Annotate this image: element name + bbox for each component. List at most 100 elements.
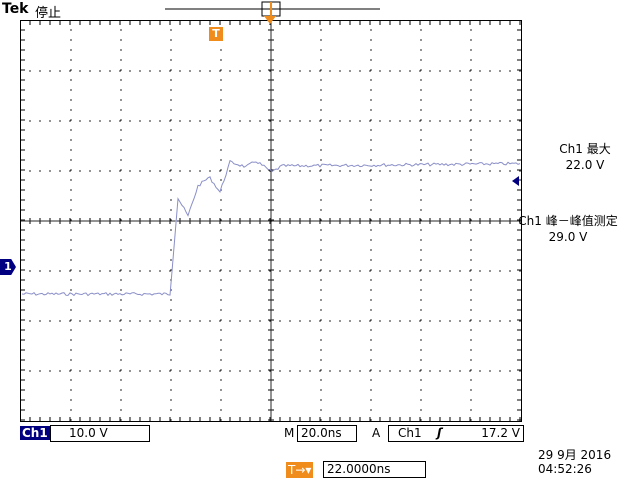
grid-dot xyxy=(470,129,472,131)
grid-dot xyxy=(469,170,471,172)
measurement-value: 29.0 V xyxy=(548,230,588,244)
grid-dot xyxy=(370,359,372,361)
grid-dot xyxy=(469,270,471,272)
grid-dot xyxy=(399,170,401,172)
trigger-level-marker[interactable] xyxy=(511,176,521,186)
grid-dot xyxy=(120,419,122,421)
grid-dot xyxy=(370,249,372,251)
trigger-readout[interactable]: Ch1 ʃ 17.2 V xyxy=(388,425,524,442)
grid-dot xyxy=(139,320,141,322)
waveform-display[interactable] xyxy=(20,20,522,422)
grid-dot xyxy=(320,389,322,391)
grid-dot xyxy=(270,43,272,45)
grid-dot xyxy=(329,320,331,322)
grid-dot xyxy=(370,329,372,331)
grid-dot xyxy=(441,220,443,222)
measurement-title: Ch1 峰－峰值测定 xyxy=(518,214,618,228)
grid-dot xyxy=(183,220,185,222)
grid-dot xyxy=(420,379,422,381)
grid-dot xyxy=(320,409,322,411)
grid-dot xyxy=(27,220,29,222)
ch1-ground-marker[interactable]: 1 xyxy=(0,259,16,275)
grid-dot xyxy=(220,399,222,401)
grid-dot xyxy=(57,220,59,222)
grid-dot xyxy=(359,270,361,272)
grid-dot xyxy=(379,120,381,122)
grid-dot xyxy=(99,370,101,372)
grid-dot xyxy=(370,99,372,101)
grid-dot xyxy=(129,70,131,72)
grid-dot xyxy=(270,385,272,387)
grid-dot xyxy=(289,70,291,72)
grid-dot xyxy=(39,120,41,122)
grid-dot xyxy=(270,81,272,83)
grid-dot xyxy=(107,220,109,222)
grid-dot xyxy=(219,170,221,172)
grid-dot xyxy=(320,339,322,341)
grid-dot xyxy=(509,70,511,72)
grid-dot xyxy=(69,70,71,72)
grid-dot xyxy=(119,170,121,172)
trigger-position-marker[interactable] xyxy=(264,16,278,26)
grid-dot xyxy=(270,411,272,413)
ch1-scale-readout[interactable]: Ch1 xyxy=(20,425,50,442)
trigger-offset-readout[interactable]: 22.0000ns xyxy=(323,461,426,478)
grid-dot xyxy=(249,170,251,172)
grid-dot xyxy=(470,379,472,381)
grid-dot xyxy=(270,237,272,239)
grid-dot xyxy=(453,220,455,222)
timebase-readout[interactable]: 20.0ns xyxy=(297,425,357,442)
grid-dot xyxy=(331,220,333,222)
grid-dot xyxy=(370,129,372,131)
grid-dot xyxy=(489,370,491,372)
grid-dot xyxy=(519,170,521,172)
grid-dot xyxy=(179,70,181,72)
grid-dot xyxy=(289,120,291,122)
grid-dot xyxy=(195,220,197,222)
grid-dot xyxy=(470,79,472,81)
grid-dot xyxy=(170,399,172,401)
grid-dot xyxy=(157,220,159,222)
grid-dot xyxy=(270,365,272,367)
grid-dot xyxy=(109,370,111,372)
timebase-prefix: M xyxy=(284,426,295,440)
grid-dot xyxy=(259,270,261,272)
grid-dot xyxy=(71,220,73,222)
grid-dot xyxy=(401,220,403,222)
grid-dot xyxy=(420,229,422,231)
grid-dot xyxy=(119,320,121,322)
grid-dot xyxy=(229,270,231,272)
grid-dot xyxy=(349,170,351,172)
grid-dot xyxy=(459,120,461,122)
grid-dot xyxy=(291,220,293,222)
grid-dot xyxy=(270,37,272,39)
grid-dot xyxy=(270,417,272,419)
grid-dot xyxy=(293,220,295,222)
grid-dot xyxy=(269,320,271,322)
grid-dot xyxy=(231,220,233,222)
grid-dot xyxy=(270,217,272,219)
grid-dot xyxy=(169,370,171,372)
grid-dot xyxy=(270,415,272,417)
grid-dot xyxy=(270,395,272,397)
grid-dot xyxy=(109,320,111,322)
grid-dot xyxy=(70,169,72,171)
grid-dot xyxy=(420,409,422,411)
grid-dot xyxy=(159,120,161,122)
grid-dot xyxy=(270,57,272,59)
grid-dot xyxy=(320,149,322,151)
grid-dot xyxy=(39,270,41,272)
grid-dot xyxy=(379,270,381,272)
grid-dot xyxy=(270,161,272,163)
grid-dot xyxy=(205,220,207,222)
volts-per-div[interactable]: 10.0 V xyxy=(50,425,150,442)
grid-dot xyxy=(420,299,422,301)
grid-dot xyxy=(270,25,272,27)
grid-dot xyxy=(359,170,361,172)
grid-dot xyxy=(197,220,199,222)
grid-dot xyxy=(270,407,272,409)
trigger-time-marker[interactable]: T xyxy=(209,27,223,41)
grid-dot xyxy=(270,285,272,287)
grid-dot xyxy=(79,170,81,172)
grid-dot xyxy=(320,259,322,261)
